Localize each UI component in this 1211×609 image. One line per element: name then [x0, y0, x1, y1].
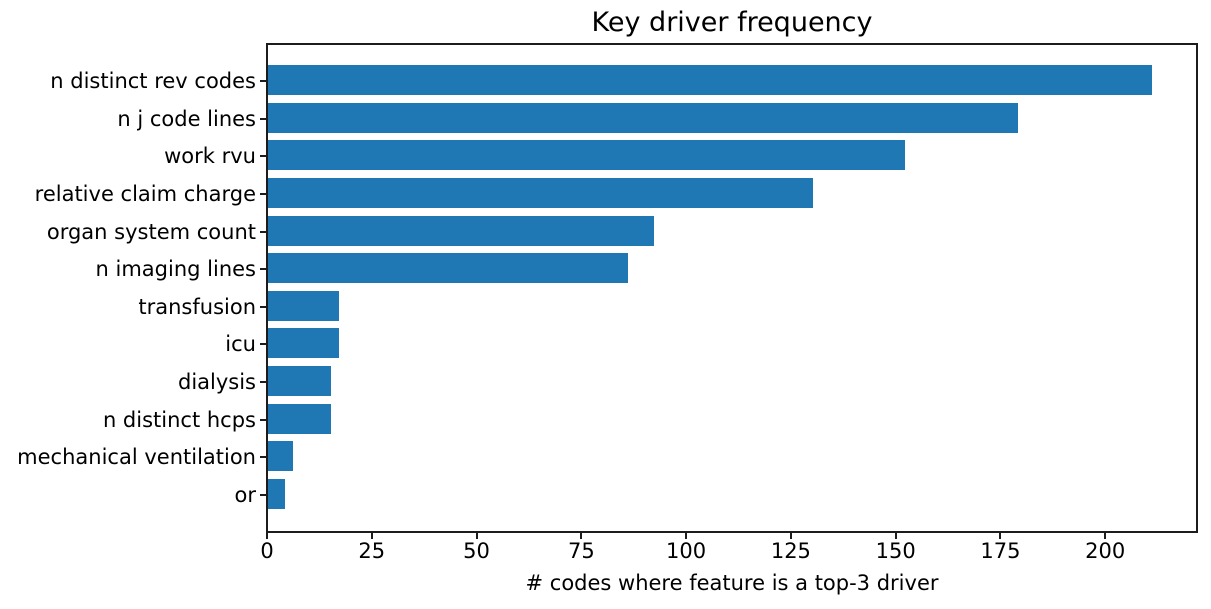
y-tick-label: n distinct hcps	[102, 407, 256, 432]
x-tick-label: 50	[463, 539, 490, 563]
x-tick-label: 0	[260, 539, 274, 563]
y-tick-mark	[260, 193, 267, 195]
y-tick-label: n imaging lines	[95, 257, 256, 282]
chart-title: Key driver frequency	[591, 7, 873, 38]
x-tick-mark	[685, 533, 688, 539]
y-tick-label: dialysis	[177, 369, 256, 394]
y-tick-mark	[260, 80, 267, 83]
x-tick-mark	[1104, 533, 1107, 539]
y-tick-label: mechanical ventilation	[17, 445, 256, 470]
y-tick-label: icu	[225, 332, 256, 357]
bar-icu	[268, 328, 339, 359]
y-tick-mark	[260, 343, 267, 346]
x-tick-label: 175	[980, 539, 1021, 563]
bar-mechanical-ventilation	[268, 441, 293, 472]
y-tick-mark	[260, 155, 267, 158]
x-tick-label: 125	[770, 539, 811, 563]
y-tick-mark	[260, 493, 267, 496]
y-tick-label: or	[234, 482, 256, 507]
x-axis-label: # codes where feature is a top-3 driver	[525, 571, 939, 595]
y-tick-label: work rvu	[164, 144, 256, 169]
bar-n-imaging-lines	[268, 253, 628, 284]
x-tick-mark	[475, 533, 478, 539]
x-tick-mark	[266, 533, 268, 539]
y-tick-mark	[260, 305, 267, 308]
x-tick-label: 75	[567, 539, 595, 563]
x-tick-label: 200	[1085, 539, 1126, 563]
x-tick-mark	[370, 533, 373, 539]
y-tick-mark	[260, 230, 267, 233]
bar-or	[268, 478, 285, 509]
plot-area	[266, 43, 1198, 533]
x-tick-mark	[999, 533, 1002, 539]
bar-n-distinct-rev-codes	[268, 65, 1152, 96]
y-tick-mark	[260, 380, 267, 383]
y-tick-mark	[260, 268, 267, 271]
x-tick-mark	[789, 533, 792, 539]
bar-dialysis	[268, 365, 331, 396]
bar-n-distinct-hcps	[268, 403, 331, 434]
y-tick-label: transfusion	[138, 294, 256, 319]
x-tick-mark	[580, 533, 583, 539]
bar-transfusion	[268, 290, 339, 321]
y-tick-mark	[260, 117, 267, 120]
bar-relative-claim-charge	[268, 178, 813, 208]
bar-work-rvu	[268, 140, 905, 171]
bar-n-j-code-lines	[268, 102, 1018, 133]
x-tick-label: 150	[875, 539, 916, 563]
x-tick-label: 25	[358, 539, 386, 563]
bar-organ-system-count	[268, 215, 654, 246]
x-tick-label: 100	[666, 539, 707, 563]
x-tick-mark	[894, 533, 897, 539]
y-tick-mark	[260, 418, 267, 421]
y-tick-label: n distinct rev codes	[50, 69, 256, 94]
y-tick-mark	[260, 456, 267, 459]
y-tick-label: n j code lines	[117, 106, 256, 131]
y-tick-label: organ system count	[46, 219, 256, 244]
y-tick-label: relative claim charge	[34, 182, 256, 206]
